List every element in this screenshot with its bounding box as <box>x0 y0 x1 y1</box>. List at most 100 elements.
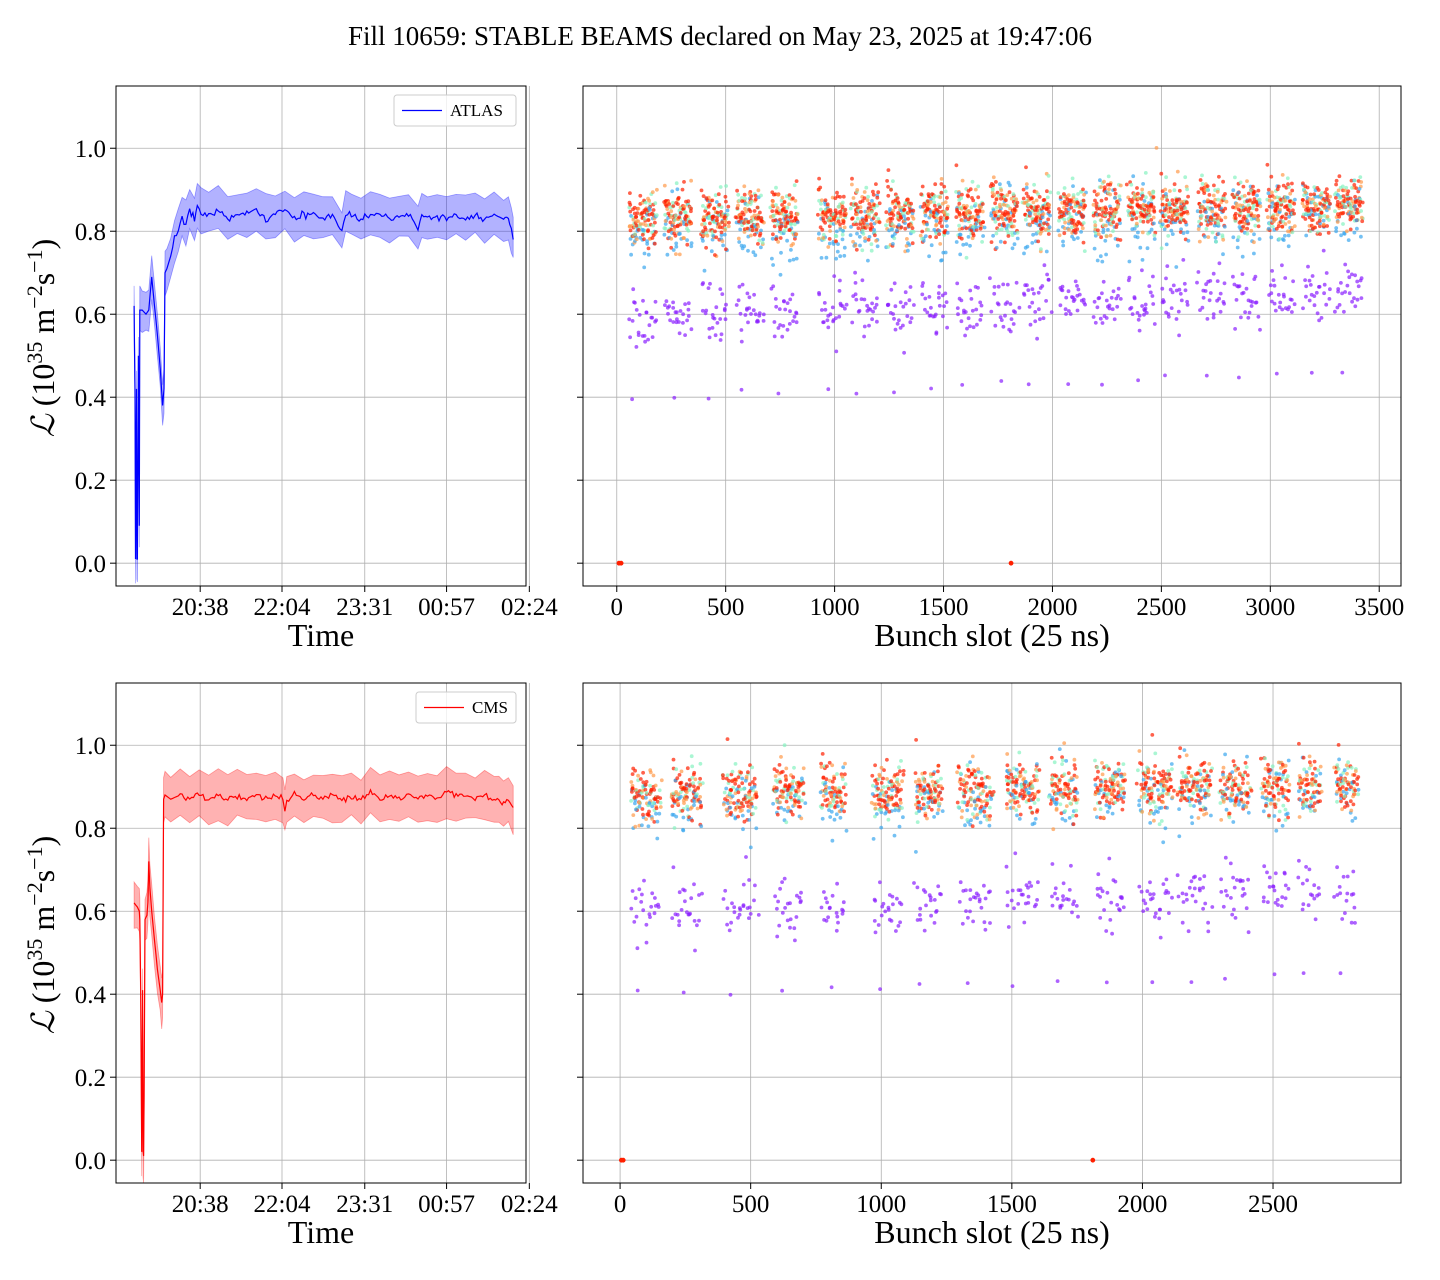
atlas_bunch-bunch-point <box>893 327 898 332</box>
atlas_bunch-bunch-point <box>1312 294 1317 298</box>
atlas_bunch-bunch-point <box>1132 226 1137 231</box>
atlas_bunch-bunch-point <box>1359 180 1364 184</box>
cms_bunch-bunch-point <box>798 900 803 905</box>
atlas_bunch-bunch-point <box>838 254 843 259</box>
atlas_bunch-bunch-point <box>1118 183 1123 188</box>
atlas_bunch-bunch-point <box>1211 312 1216 317</box>
atlas_bunch-bunch-point <box>1266 226 1271 231</box>
atlas_bunch-bunch-point <box>927 254 931 259</box>
atlas_bunch-bunch-point <box>856 226 861 231</box>
atlas_bunch-bunch-point <box>1096 192 1101 196</box>
cms_bunch-bunch-point <box>932 921 937 925</box>
atlas_bunch-bunch-point <box>1339 233 1343 238</box>
atlas_bunch-bunch-point <box>1075 236 1080 240</box>
atlas_bunch-bunch-point <box>973 217 978 222</box>
atlas_bunch-bunch-point <box>1141 182 1145 186</box>
cms_bunch-bunch-point <box>840 774 845 779</box>
atlas_bunch-bunch-point <box>1006 234 1011 238</box>
cms_bunch-bunch-point <box>1005 903 1010 908</box>
atlas_bunch-bunch-point <box>646 337 650 342</box>
atlas_bunch-bunch-point <box>638 222 643 226</box>
atlas_bunch-bunch-point <box>1057 218 1061 223</box>
atlas_bunch-bunch-point <box>782 200 787 205</box>
cms_bunch-bunch-point <box>971 790 975 795</box>
cms_bunch-bunch-point <box>637 887 642 892</box>
atlas_bunch-bunch-point <box>1268 283 1273 288</box>
cms_bunch-bunch-point <box>725 922 729 927</box>
atlas_bunch-bunch-point <box>933 182 938 187</box>
atlas_bunch-bunch-point <box>1178 205 1183 209</box>
atlas_bunch-bunch-point <box>718 185 723 189</box>
atlas_bunch-bunch-point <box>645 239 649 244</box>
cms_bunch-bunch-point <box>896 808 901 813</box>
cms_bunch-bunch-point <box>1100 772 1105 777</box>
cms_bunch-bunch-point <box>900 779 904 784</box>
cms_bunch-bunch-point <box>968 897 973 902</box>
cms_bunch-bunch-point <box>1063 782 1067 786</box>
atlas_bunch-bunch-point <box>778 272 783 277</box>
atlas_bunch-bunch-point <box>1253 223 1258 228</box>
atlas_bunch-bunch-point <box>910 241 915 246</box>
cms_bunch-bunch-point <box>979 770 984 775</box>
cms_bunch-bunch-point <box>740 808 744 813</box>
atlas_bunch-bunch-point <box>840 237 845 242</box>
atlas_bunch-bunch-point <box>1135 186 1139 190</box>
cms_bunch-bunch-point <box>629 906 634 911</box>
cms_bunch-bunch-point <box>841 909 845 913</box>
cms_bunch-bunch-point <box>784 799 789 804</box>
cms_bunch-bunch-point <box>819 765 824 769</box>
atlas_bunch-bunch-point <box>941 314 945 319</box>
cms_bunch-bunch-point <box>676 792 681 797</box>
atlas_bunch-bunch-point <box>756 319 760 324</box>
atlas_bunch-bunch-point <box>1129 182 1134 187</box>
atlas_bunch-bunch-point <box>688 219 692 224</box>
cms_bunch-bunch-point <box>773 774 778 778</box>
atlas_bunch-bunch-point <box>771 199 775 204</box>
cms_bunch-bunch-point <box>972 799 977 804</box>
atlas_bunch-bunch-point <box>1210 230 1215 235</box>
atlas_bunch-bunch-point <box>629 252 633 257</box>
atlas_bunch-bunch-point <box>1215 279 1220 283</box>
atlas_bunch-bunch-point <box>747 306 752 310</box>
cms_bunch-bunch-point <box>988 814 992 818</box>
atlas_bunch-bunch-point <box>896 200 901 205</box>
cms_bunch-bunch-point <box>1068 801 1073 806</box>
cms_bunch-bunch-point <box>964 774 968 778</box>
cms_bunch-bunch-point <box>1070 910 1074 915</box>
atlas_bunch-bunch-point <box>642 251 647 256</box>
atlas_bunch-bunch-point <box>1252 251 1256 256</box>
atlas_bunch-bunch-point <box>761 312 766 317</box>
cms_bunch-bunch-point <box>690 775 695 780</box>
atlas_bunch-bunch-point <box>1280 214 1285 219</box>
atlas_bunch-bunch-point <box>662 200 667 204</box>
atlas_bunch-bunch-point <box>992 285 997 289</box>
atlas_bunch-bunch-point <box>742 192 747 197</box>
cms_bunch-bunch-point <box>652 788 657 792</box>
cms_bunch-bunch-point <box>1053 782 1057 786</box>
atlas_bunch-bunch-point <box>1047 209 1051 214</box>
cms_bunch-bunch-point <box>784 766 789 771</box>
atlas_bunch-bunch-point <box>841 194 846 199</box>
atlas_bunch-bunch-point <box>1202 199 1207 204</box>
cms_bunch-bunch-point <box>692 799 697 804</box>
atlas_bunch-bunch-point <box>971 231 975 236</box>
ylabel-part-unit1: m <box>25 309 61 342</box>
atlas_bunch-bunch-point <box>1098 254 1103 259</box>
atlas_bunch-bunch-point <box>1115 222 1119 227</box>
atlas_bunch-bunch-point <box>841 229 845 233</box>
atlas_bunch-bunch-point <box>842 253 847 258</box>
atlas_bunch-bunch-point <box>849 225 853 229</box>
atlas_bunch-bunch-point <box>906 248 910 253</box>
cms_bunch-bunch-point <box>775 812 780 817</box>
atlas_bunch-bunch-point <box>723 228 727 232</box>
cms_bunch-bunch-point <box>682 888 687 893</box>
atlas_bunch-bunch-point <box>1340 370 1345 375</box>
cms_bunch-bunch-point <box>1164 877 1169 882</box>
atlas_bunch-bunch-point <box>1281 292 1286 297</box>
cms_bunch-bunch-point <box>883 909 888 914</box>
atlas_bunch-bunch-point <box>775 206 780 210</box>
cms_bunch-bunch-point <box>872 919 877 923</box>
atlas_bunch-bunch-point <box>771 263 775 267</box>
cms_bunch-bunch-point <box>843 801 847 806</box>
atlas_bunch-bunch-point <box>1046 174 1051 178</box>
